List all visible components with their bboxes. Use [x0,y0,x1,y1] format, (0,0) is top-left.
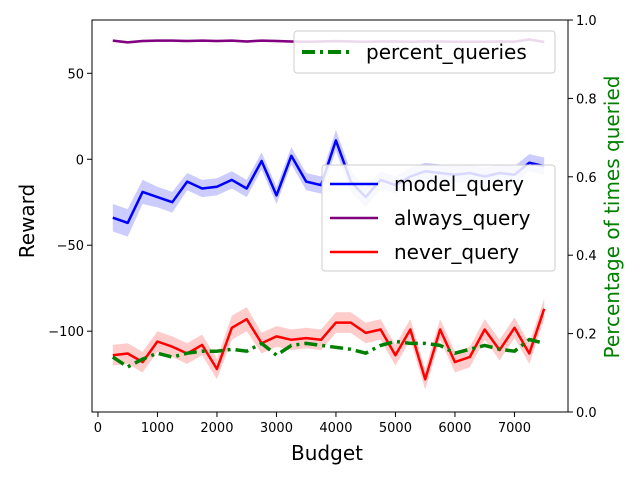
legend-percent: percent_queries [293,30,556,74]
y-tick-label: 0 [76,153,84,168]
legend-rewards: model_query always_query never_query [321,164,556,272]
y-axis-label: Reward [15,184,39,258]
y2-tick-label: 0.4 [576,249,597,264]
x-tick-label: 2000 [200,421,233,436]
x-tick-label: 6000 [438,421,471,436]
y-axis-left: 50 0 −50 −100 [48,67,92,340]
y2-tick-label: 0.0 [576,406,597,421]
model_query-band [112,130,545,237]
x-axis: 0 1000 2000 3000 4000 5000 6000 7000 [94,412,531,436]
x-tick-label: 3000 [260,421,293,436]
legend-box [321,164,556,272]
legend-label-always_query: always_query [394,206,531,230]
x-tick-label: 5000 [379,421,412,436]
plot-frame [91,19,569,413]
y-axis-right-label: Percentage of times queried [600,76,624,359]
y-axis-right: 0.0 0.2 0.4 0.6 0.8 1.0 [568,14,597,421]
x-tick-label: 0 [94,421,102,436]
y2-tick-label: 1.0 [576,14,597,29]
legend-label-never_query: never_query [394,240,519,264]
y-tick-label: 50 [67,67,84,82]
legend-box [293,30,556,74]
y2-tick-label: 0.8 [576,92,597,107]
y-tick-label: −50 [57,239,84,254]
y2-tick-label: 0.2 [576,328,597,343]
y-tick-label: −100 [48,325,84,340]
x-axis-label: Budget [291,441,363,465]
x-tick-label: 4000 [319,421,352,436]
y2-tick-label: 0.6 [576,171,597,186]
x-tick-label: 7000 [498,421,531,436]
x-tick-label: 1000 [141,421,174,436]
never_query-band [112,298,545,390]
percent_queries-line [111,337,545,369]
legend-label-model_query: model_query [394,172,524,196]
legend-label-percent_queries: percent_queries [366,40,527,64]
